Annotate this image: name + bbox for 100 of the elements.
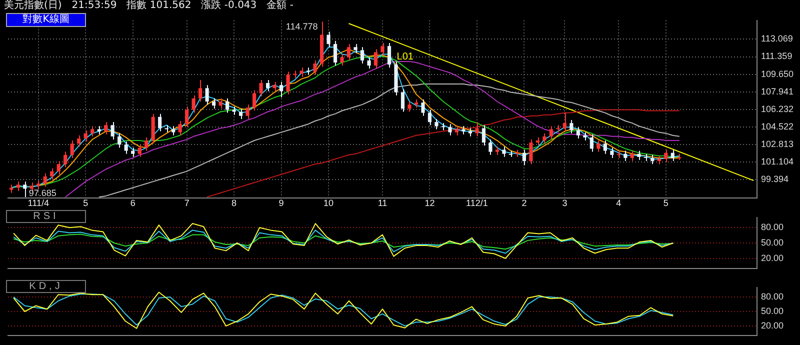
- x-tick-label: 112/1: [466, 198, 488, 208]
- caption-box: 對數K線圖: [6, 13, 86, 27]
- candlestick: [50, 168, 54, 180]
- candlestick: [346, 44, 351, 61]
- candlestick: [326, 31, 330, 48]
- candlestick: [333, 40, 338, 66]
- candlestick: [23, 181, 27, 198]
- candlestick: [367, 56, 371, 70]
- annotation: 114.778: [286, 22, 318, 32]
- candlestick: [556, 124, 560, 133]
- candlestick: [286, 71, 290, 95]
- y-tick-label: 106.232: [761, 104, 794, 114]
- candlestick: [630, 150, 634, 162]
- candlestick: [387, 42, 392, 68]
- candlestick: [475, 122, 479, 137]
- candlestick: [178, 120, 182, 136]
- candlestick: [306, 67, 310, 76]
- x-tick-label: 10: [324, 198, 334, 208]
- candlestick: [77, 134, 81, 148]
- y-tick-label: 50.00: [761, 306, 784, 316]
- y-tick-label: 80.00: [761, 292, 784, 302]
- y-tick-label: 101.104: [761, 156, 794, 167]
- candlestick: [131, 147, 135, 158]
- candlestick: [522, 149, 526, 166]
- candlestick: [90, 126, 94, 137]
- x-tick-label: 5: [83, 198, 88, 208]
- x-tick-label: 4: [616, 198, 622, 208]
- candlestick: [624, 150, 628, 162]
- candlestick: [360, 46, 364, 64]
- candlestick: [603, 140, 607, 154]
- candlestick: [226, 98, 230, 114]
- y-tick-label: 109.650: [761, 68, 794, 79]
- candlestick: [434, 118, 438, 130]
- candlestick: [158, 113, 162, 132]
- candlestick: [670, 149, 674, 162]
- candlestick: [192, 94, 196, 114]
- candlestick: [185, 106, 189, 128]
- series-label: L01: [396, 52, 414, 63]
- y-tick-label: 107.941: [761, 86, 794, 96]
- candlestick: [172, 126, 176, 136]
- candlestick: [43, 172, 47, 188]
- x-tick-label: 6: [130, 198, 136, 208]
- candlestick: [421, 98, 425, 116]
- x-tick-label: 7: [184, 198, 190, 208]
- candlestick: [56, 160, 60, 175]
- candlestick: [408, 101, 412, 112]
- candlestick: [300, 67, 304, 78]
- y-tick-label: 102.813: [761, 138, 794, 149]
- candlestick: [198, 79, 202, 102]
- y-tick-label: 20.00: [761, 252, 784, 263]
- candlestick: [596, 140, 600, 152]
- candlestick: [259, 79, 263, 97]
- candlestick: [239, 108, 243, 120]
- candlestick: [124, 141, 128, 154]
- candlestick: [218, 98, 222, 110]
- candlestick: [246, 104, 250, 120]
- candlestick: [144, 136, 148, 152]
- candlestick: [354, 44, 358, 54]
- y-tick-label: 50.00: [761, 237, 784, 248]
- x-tick-label: 11: [378, 198, 388, 208]
- candlestick: [64, 151, 68, 168]
- y-tick-label: 104.522: [761, 121, 794, 132]
- x-tick-label: 111/4: [28, 198, 49, 208]
- candlestick: [266, 79, 270, 92]
- candlestick: [212, 98, 216, 110]
- candlestick: [164, 124, 168, 133]
- candlestick: [151, 113, 155, 144]
- x-tick-label: 9: [278, 198, 284, 208]
- candlestick: [549, 126, 553, 140]
- candlestick: [562, 112, 566, 132]
- chart-title: RSI: [6, 210, 86, 223]
- chart-title: KD,J: [6, 280, 86, 293]
- candlestick: [16, 181, 20, 192]
- candlestick: [637, 150, 641, 161]
- candlestick: [400, 88, 405, 112]
- x-tick-label: 8: [232, 198, 237, 208]
- candlestick: [205, 84, 209, 106]
- candlestick: [529, 138, 533, 165]
- candlestick: [482, 124, 486, 146]
- candlestick: [454, 126, 459, 136]
- candlestick: [380, 42, 384, 56]
- candlestick: [374, 48, 378, 70]
- y-tick-label: 80.00: [761, 222, 784, 232]
- candlestick: [340, 54, 344, 66]
- candlestick: [118, 132, 122, 148]
- candlestick: [570, 119, 574, 134]
- candlestick: [542, 132, 546, 144]
- y-tick-label: 99.394: [761, 174, 789, 184]
- candlestick: [448, 124, 452, 136]
- y-tick-label: 111.359: [761, 51, 792, 62]
- candlestick: [590, 134, 594, 152]
- candlestick: [70, 140, 74, 158]
- candlestick: [428, 109, 432, 126]
- candlestick: [104, 122, 108, 135]
- x-tick-label: 5: [663, 198, 668, 208]
- annotation: 97.685: [28, 188, 56, 198]
- candlestick: [84, 130, 88, 142]
- y-tick-label: 20.00: [761, 320, 784, 330]
- candlestick: [252, 90, 256, 112]
- candlestick: [279, 81, 284, 98]
